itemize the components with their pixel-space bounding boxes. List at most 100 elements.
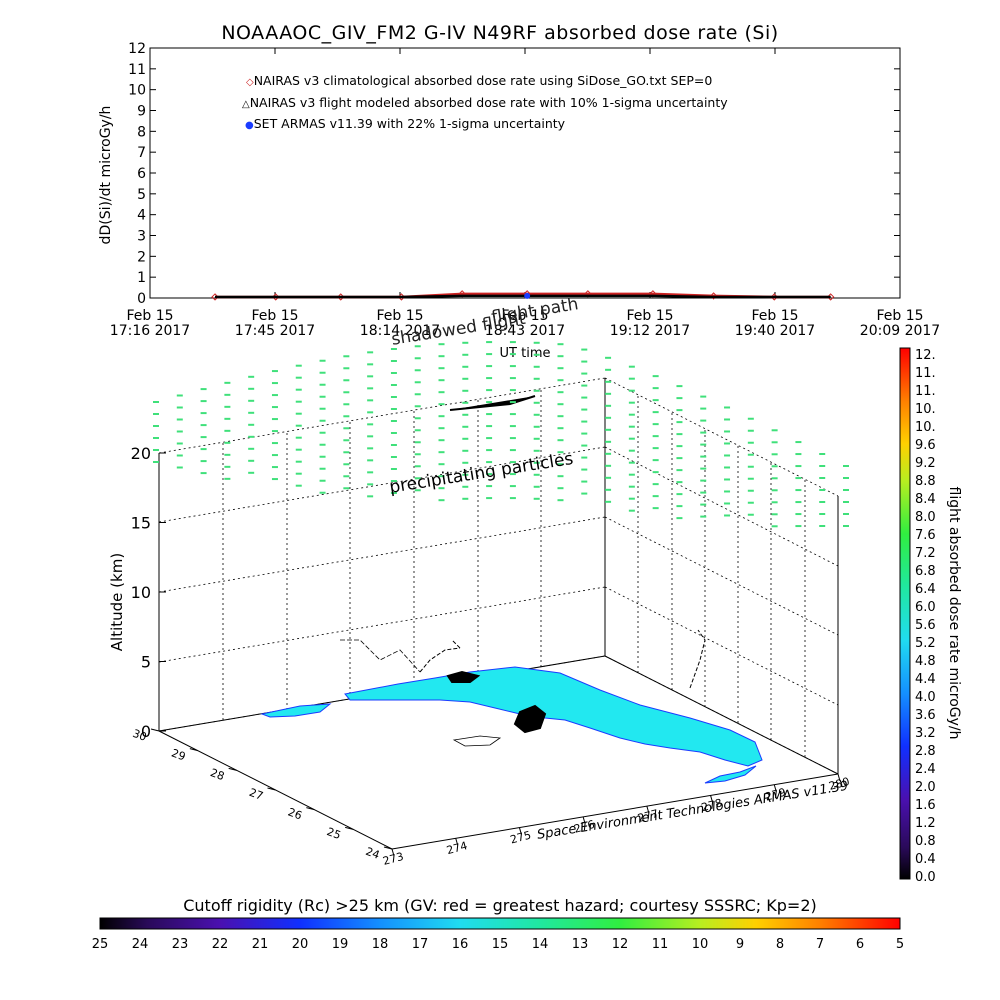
x-tick-date: Feb 15 [751,308,798,324]
dose-colorbar-tick: 9.2 [915,456,936,471]
rigidity-colorbar-tick: 20 [292,937,309,952]
rigidity-colorbar-tick: 12 [612,937,629,952]
dose-colorbar-tick: 6.0 [915,600,936,615]
lat-tick [383,846,393,850]
y-tick-label: 11 [128,62,146,78]
dose-colorbar-tick: 12. [915,348,936,363]
dose-colorbar-tick: 0.4 [915,852,936,867]
lat-tick-label: 25 [325,825,343,842]
x-axis-label: UT time [500,346,551,361]
y-tick-label: 7 [137,145,146,161]
chart-title: NOAAAOC_GIV_FM2 G-IV N49RF absorbed dose… [221,22,779,44]
x-tick-date: Feb 15 [376,308,423,324]
lat-tick-label: 24 [364,845,382,862]
y-tick-label: 9 [137,104,146,120]
dose-colorbar-tick: 1.6 [915,798,936,813]
x-tick-time: 19:12 2017 [610,323,690,339]
lon-tick [710,795,714,803]
dose-colorbar-tick: 11. [915,384,936,399]
rigidity-colorbar-tick: 15 [492,937,509,952]
precipitating-particle-field [153,341,849,528]
x-tick-time: 18:43 2017 [485,323,565,339]
lon-tick-label: 277 [636,807,660,825]
lat-tick [306,807,315,811]
dose-colorbar-tick: 10. [915,420,936,435]
rigidity-colorbar-tick: 18 [372,937,389,952]
z-tick-label: 5 [141,653,151,672]
dose-colorbar-tick: 1.2 [915,816,936,831]
rigidity-colorbar-tick: 16 [452,937,469,952]
lon-tick [773,784,777,792]
y-tick-label: 8 [137,124,146,140]
rigidity-colorbar-tick: 7 [816,937,824,952]
lon-tick-label: 280 [827,775,851,793]
y-tick-label: 1 [137,270,146,286]
legend-label: NAIRAS v3 flight modeled absorbed dose r… [249,95,728,110]
dose-colorbar-tick: 2.0 [915,780,936,795]
x-tick-time: 18:14 2017 [360,323,440,339]
y-axis-label: dD(Si)/dt microGy/h [98,106,114,245]
lat-tick-label: 30 [131,727,149,744]
lat-tick-label: 27 [247,786,265,803]
rigidity-colorbar-tick: 22 [212,937,229,952]
diamond-icon: ◇ [246,77,254,88]
dose-colorbar-tick: 7.6 [915,528,936,543]
legend-item: △NAIRAS v3 flight modeled absorbed dose … [242,95,728,110]
x-tick-date: Feb 15 [126,308,173,324]
rigidity-colorbar-tick: 21 [252,937,269,952]
legend-label: NAIRAS v3 climatological absorbed dose r… [253,73,713,88]
dose-colorbar-tick: 6.4 [915,582,936,597]
dose-colorbar-tick: 8.4 [915,492,936,507]
series-line [215,294,831,299]
dose-colorbar-tick: 0.0 [915,870,936,885]
dose-colorbar-tick: 3.2 [915,726,936,741]
legend-item: ●SET ARMAS v11.39 with 22% 1-sigma uncer… [245,116,565,131]
dose-colorbar-tick: 11. [915,366,936,381]
dose-colorbar-tick: 2.4 [915,762,936,777]
series-point [524,292,531,299]
rigidity-colorbar-title: Cutoff rigidity (Rc) >25 km (GV: red = g… [183,896,817,915]
back-wall-grid [158,377,839,775]
lat-tick [345,826,354,830]
rigidity-colorbar-tick: 19 [332,937,349,952]
dose-colorbar-tick: 6.8 [915,564,936,579]
y-tick-label: 12 [128,41,146,57]
lon-tick [582,816,586,824]
dose-colorbar-tick: 4.0 [915,690,936,705]
flight-path [446,395,547,734]
dose-colorbar-tick: 2.8 [915,744,936,759]
dose-colorbar-label: flight absorbed dose rate microGy/h [946,487,962,740]
lat-tick-label: 28 [208,766,226,783]
lon-tick [455,838,459,846]
z-axis-label: Altitude (km) [108,553,126,651]
rigidity-colorbar [99,917,901,930]
florida-landmass [260,629,763,784]
y-tick-label: 2 [137,249,146,265]
x-tick-date: Feb 15 [501,308,548,324]
legend-label: SET ARMAS v11.39 with 22% 1-sigma uncert… [253,116,566,131]
rigidity-colorbar-tick: 5 [896,937,904,952]
z-tick-label: 10 [131,583,151,602]
triangle-icon: △ [242,99,250,110]
dose-colorbar-tick: 5.6 [915,618,936,633]
rigidity-colorbar-tick: 17 [412,937,429,952]
lat-tick [150,728,160,732]
dose-colorbar-tick: 7.2 [915,546,936,561]
lon-tick [391,848,395,857]
dose-colorbar-tick: 8.0 [915,510,936,525]
dose-colorbar-tick: 8.8 [915,474,936,489]
x-tick-date: Feb 15 [876,308,923,324]
3d-box [158,378,839,850]
lat-tick-group: 24 25 26 27 28 29 30 [131,727,393,862]
lon-tick [518,827,522,835]
y-tick-label: 6 [137,166,146,182]
rigidity-colorbar-tick: 14 [532,937,549,952]
dose-colorbar-tick: 9.6 [915,438,936,453]
filled-circle-icon: ● [245,120,254,131]
dose-rate-colorbar [899,347,911,880]
dose-colorbar-tick: 4.8 [915,654,936,669]
y-tick-label: 10 [128,83,146,99]
